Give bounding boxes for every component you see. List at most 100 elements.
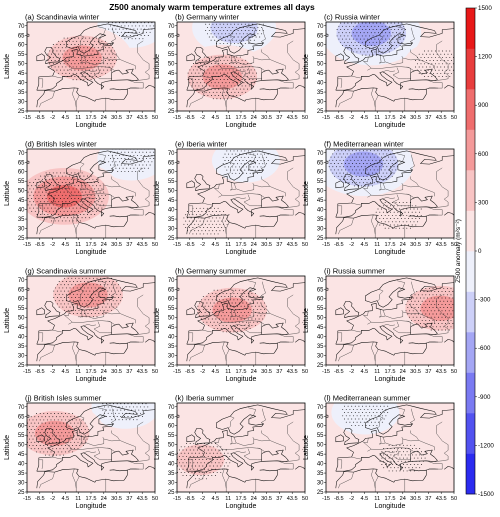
x-tick-label: 4.5 [62, 496, 70, 502]
stipple-dot [61, 432, 63, 434]
stipple-dot [352, 150, 354, 152]
y-tick-label: 30 [168, 227, 175, 233]
stipple-dot [227, 459, 229, 461]
stipple-dot [401, 454, 403, 456]
stipple-dot [247, 324, 249, 326]
stipple-dot [360, 408, 362, 410]
stipple-dot [412, 454, 413, 456]
coastline [410, 195, 438, 208]
stipple-dot [27, 191, 29, 193]
stipple-dot [69, 281, 71, 282]
country-border [103, 438, 136, 451]
stipple-dot [235, 39, 237, 41]
figure-title: Z500 anomaly warm temperature extremes a… [109, 2, 315, 12]
stipple-dot [217, 33, 219, 35]
y-tick-label: 50 [18, 316, 25, 322]
x-tick-label: -15 [322, 496, 330, 502]
country-border [410, 176, 419, 187]
stipple-dot [25, 439, 26, 440]
stipple-dot [363, 45, 365, 46]
coastlines [326, 277, 454, 362]
stipple-dot [72, 60, 74, 61]
country-border [52, 329, 63, 333]
stipple-dot [89, 277, 91, 279]
stipple-dot [402, 227, 404, 229]
stipple-dot [450, 294, 452, 296]
stipple-dot [380, 156, 382, 158]
coastline [36, 87, 128, 108]
stipple-dot [186, 449, 188, 451]
stipple-dot [419, 323, 421, 325]
stipple-dot [460, 298, 461, 299]
stipple-dot [225, 63, 227, 64]
stipple-dot [203, 88, 205, 90]
stipple-dot [74, 309, 76, 311]
stipple-dot [69, 201, 70, 203]
stipple-dot [74, 284, 76, 286]
stipple-dot [74, 277, 76, 279]
stipple-dot [72, 419, 74, 421]
stipple-dot [246, 172, 248, 174]
stipple-dot [121, 297, 123, 298]
x-tick-label: 24 [251, 369, 257, 375]
stipple-dot [415, 218, 417, 220]
stipple-dot [182, 449, 184, 451]
stipple-dot [90, 214, 92, 215]
colorbar-tick-label: -1200 [478, 442, 494, 449]
stipple-dot [180, 459, 182, 461]
stipple-dot [72, 175, 74, 177]
stipple-dot [407, 313, 409, 315]
stipple-dot [202, 79, 203, 80]
stipple-dot [262, 299, 264, 301]
stipple-dot [96, 198, 97, 199]
stipple-dot [451, 72, 453, 74]
stipple-dot [364, 185, 366, 187]
country-border [103, 57, 136, 70]
stipple-dot [186, 475, 188, 477]
stipple-dot [443, 72, 445, 74]
stipple-dot [79, 47, 81, 49]
stipple-dot [362, 424, 363, 426]
stipple-dot [368, 179, 370, 180]
stipple-dot [342, 38, 343, 40]
stipple-dot [64, 432, 66, 434]
anomaly-field [177, 276, 305, 365]
stipple-dot [196, 468, 198, 470]
stipple-dot [255, 324, 256, 326]
country-border [275, 347, 278, 352]
stipple-dot [183, 217, 185, 219]
stipple-dot [245, 79, 247, 80]
stipple-dot [178, 449, 180, 451]
stipple-dot [133, 35, 135, 36]
stipple-dot [222, 312, 224, 314]
stipple-dot [212, 230, 214, 232]
stipple-dot [399, 25, 401, 27]
stipple-dot [378, 421, 380, 423]
stipple-dot [395, 221, 397, 223]
stipple-dot [67, 69, 69, 71]
stipple-dot [37, 448, 39, 450]
stipple-dot [87, 293, 89, 295]
stipple-dot [419, 316, 421, 318]
stipple-dot [354, 41, 356, 43]
coastline [111, 195, 139, 208]
country-border [79, 35, 85, 47]
stipple-dot [370, 32, 372, 34]
stipple-dot [144, 161, 146, 163]
stipple-dot [112, 287, 114, 289]
stipple-dot [28, 419, 30, 421]
stipple-dot [122, 400, 123, 401]
stipple-dot [73, 300, 75, 302]
stipple-dot [443, 294, 445, 296]
stipple-dot [33, 207, 34, 209]
stipple-dot [56, 44, 58, 45]
country-border [38, 78, 43, 88]
stipple-dot [65, 175, 67, 177]
stipple-dot [258, 312, 260, 314]
stipple-dot [92, 76, 94, 77]
stipple-dot [351, 22, 352, 24]
stipple-dot [211, 312, 213, 314]
stipple-dot [76, 72, 78, 74]
country-border [80, 309, 87, 318]
stipple-dot [358, 418, 360, 420]
